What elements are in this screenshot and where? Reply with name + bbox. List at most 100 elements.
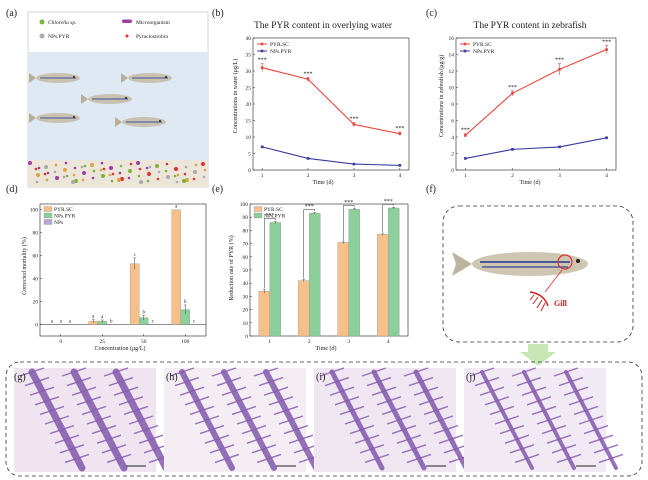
gill-lamella (46, 396, 60, 402)
gill-lamella (98, 415, 112, 421)
gill-lamella (418, 453, 432, 460)
x-tick-label: 3 (558, 173, 561, 179)
significance-mark: *** (555, 58, 564, 64)
y-tick-label: 10 (243, 321, 249, 327)
gill-lamella (499, 428, 513, 435)
gill-lamella (221, 444, 235, 450)
gill-lamella (231, 409, 245, 416)
gill-lamella (391, 428, 405, 435)
gill-lamella (408, 434, 422, 440)
gill-lamella (103, 371, 117, 377)
gill-lamella (351, 405, 365, 412)
gill-lamella (403, 371, 417, 377)
gill-lamella (354, 438, 368, 444)
gill-lamella (31, 367, 45, 373)
x-tick-label: 3 (347, 339, 350, 345)
y-tick-label: 100 (30, 208, 39, 214)
sediment-particle (55, 176, 59, 180)
gill-lamella (295, 424, 309, 431)
data-point (511, 91, 514, 95)
gill-lamella (580, 396, 594, 402)
panel-label-f: (f) (426, 184, 436, 195)
data-point (511, 148, 514, 151)
gill-lamella (148, 457, 162, 464)
gill-lamella (241, 428, 255, 435)
sediment-particle (34, 167, 38, 171)
group-letter: b (143, 310, 146, 315)
significance-mark: *** (349, 116, 358, 122)
chlorella-icon (39, 19, 45, 25)
gill-highlight-circle (557, 254, 573, 270)
legend-label: PYR.SC (264, 207, 283, 213)
down-arrow-icon (520, 344, 556, 366)
sediment-particle (111, 172, 115, 176)
panel-label-h: (h) (166, 372, 178, 383)
panel-label-i: (i) (316, 372, 325, 383)
x-tick-label: 100 (181, 339, 190, 345)
sediment-particle (192, 177, 196, 181)
x-tick-label: 2 (307, 173, 310, 179)
gill-lamella (273, 409, 287, 416)
gill-lamella (494, 419, 508, 425)
sediment-particle (83, 164, 87, 168)
fish-icon (115, 117, 166, 127)
legend-microorganism: Microorganism (136, 20, 171, 26)
gill-lamella (428, 419, 442, 425)
gill-lamella (504, 438, 518, 444)
gill-lamella (506, 415, 520, 421)
gill-lamella (553, 424, 567, 431)
gill-lamella (588, 438, 602, 444)
gill-lamella (263, 444, 277, 450)
gill-lamella (125, 386, 139, 392)
x-tick-label: 2 (308, 339, 311, 345)
gill-lamella (258, 380, 272, 387)
gill-lamella (349, 428, 363, 435)
panel-label-j: (j) (466, 372, 475, 383)
bar (388, 207, 400, 337)
significance-mark: *** (602, 39, 611, 45)
significance-mark: *** (344, 200, 353, 206)
gill-lamella (509, 448, 523, 454)
bar (298, 280, 310, 337)
y-tick-label: 60 (243, 255, 249, 261)
y-tick-label: 0 (35, 323, 38, 329)
gill-lamella (19, 371, 33, 377)
sediment-particle (44, 165, 48, 169)
significance-bracket (264, 218, 276, 289)
gill-lamella (371, 390, 385, 396)
gill-lamella (248, 415, 262, 421)
zebrafish-group (29, 73, 172, 127)
gill-lamella (435, 405, 449, 412)
sediment-particle (138, 167, 142, 171)
sediment-particle (100, 161, 104, 165)
sediment-particle (129, 162, 133, 166)
legend-marker (260, 42, 264, 46)
legend-swatch (253, 206, 263, 212)
panel-d: (d) 0 20 40 60 80 100 0 a a a 25 a a b 50 c b c 100 a b c PYR.… (6, 184, 207, 352)
gill-lamella (298, 457, 312, 464)
significance-mark: *** (265, 213, 274, 219)
sediment-particle (148, 165, 152, 169)
gill-lamella (403, 424, 417, 431)
group-letter: a (101, 315, 104, 320)
gill-lamella (331, 367, 345, 373)
legend-marker (463, 42, 467, 46)
group-letter: c (152, 320, 155, 325)
microorganism-icon (122, 19, 132, 23)
gill-lamella (443, 448, 457, 454)
legend-marker (260, 49, 264, 53)
series-line-NPs.PYR (465, 137, 607, 159)
sediment-particle (64, 161, 68, 165)
gill-lamella (364, 457, 378, 464)
gill-lamella (103, 424, 117, 431)
gill-lamella (181, 367, 195, 373)
gill-lamella (150, 434, 164, 440)
gill-lamella (371, 444, 385, 450)
gill-lamella (533, 386, 547, 392)
legend-label: NPs.PYR (54, 214, 76, 220)
y-tick-label: 40 (33, 277, 39, 283)
sediment-particle (155, 164, 159, 168)
gill-lamella (290, 415, 304, 421)
y-tick-label: 0 (245, 334, 248, 340)
y-tick-label: 15 (246, 119, 252, 125)
